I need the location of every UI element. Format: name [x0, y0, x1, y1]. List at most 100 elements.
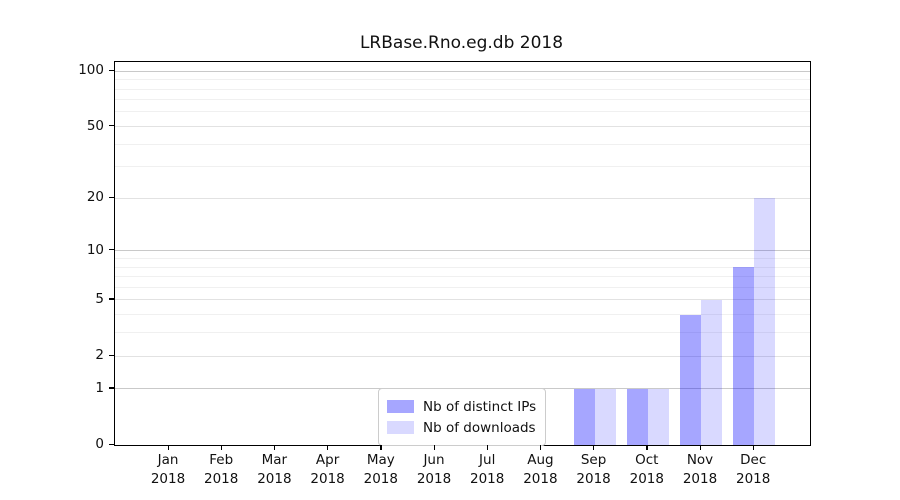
legend: Nb of distinct IPs Nb of downloads — [378, 388, 546, 446]
xtick-label-apr: Apr 2018 — [288, 451, 368, 489]
legend-swatch-distinct-ips — [387, 400, 414, 413]
xtick-label-feb: Feb 2018 — [181, 451, 261, 489]
ytick-mark-2 — [109, 354, 114, 356]
xtick-month: Apr — [315, 452, 340, 468]
xtick-month: Jul — [479, 452, 496, 468]
legend-entry-distinct-ips: Nb of distinct IPs — [387, 396, 537, 417]
gridline-y-7 — [115, 276, 810, 277]
xtick-month: Aug — [527, 452, 554, 468]
xtick-label-jan: Jan 2018 — [128, 451, 208, 489]
legend-swatch-downloads — [387, 421, 414, 434]
xtick-year: 2018 — [470, 471, 505, 487]
gridline-y-40 — [115, 143, 810, 145]
ytick-mark-10 — [109, 249, 114, 251]
xtick-year: 2018 — [629, 471, 664, 487]
xtick-year: 2018 — [682, 471, 718, 487]
xtick-mark-aug — [539, 445, 542, 450]
xtick-label-mar: Mar 2018 — [234, 451, 314, 489]
xtick-label-aug: Aug 2018 — [500, 451, 580, 489]
xtick-mark-may — [380, 445, 382, 450]
xtick-month: Mar — [261, 452, 288, 468]
xtick-month: Jan — [157, 452, 179, 468]
ytick-mark-20 — [109, 196, 114, 199]
gridline-y-6 — [115, 286, 810, 288]
xtick-label-nov: Nov 2018 — [660, 451, 740, 489]
ytick-label-0: 0 — [95, 436, 104, 452]
legend-label-downloads: Nb of downloads — [423, 419, 536, 436]
ytick-mark-5 — [109, 298, 114, 300]
xtick-year: 2018 — [523, 471, 558, 487]
bar-distinct-ips-nov — [680, 314, 701, 445]
gridline-y-4 — [115, 314, 810, 316]
ytick-mark-1 — [109, 387, 114, 389]
xtick-mark-dec — [752, 445, 754, 450]
xtick-mark-apr — [327, 445, 329, 450]
xtick-mark-jun — [433, 445, 435, 450]
ytick-label-1: 1 — [95, 379, 104, 396]
ytick-mark-50 — [109, 125, 114, 127]
gridline-y-70 — [115, 99, 810, 101]
plot-area: Nb of distinct IPs Nb of downloads — [114, 61, 811, 446]
xtick-year: 2018 — [416, 471, 452, 487]
ytick-label-2: 2 — [95, 347, 104, 363]
legend-label-distinct-ips: Nb of distinct IPs — [423, 398, 537, 415]
xtick-month: Feb — [209, 452, 234, 468]
xtick-year: 2018 — [257, 471, 292, 487]
gridline-y-90 — [115, 79, 810, 80]
xtick-year: 2018 — [576, 471, 611, 487]
gridline-y-8 — [115, 266, 810, 268]
gridline-y-30 — [115, 166, 810, 168]
ytick-mark-0 — [109, 443, 114, 445]
gridline-y-20 — [115, 197, 810, 199]
xtick-mark-nov — [699, 445, 701, 450]
chart-title: LRBase.Rno.eg.db 2018 — [359, 33, 564, 53]
gridline-y-3 — [115, 332, 810, 334]
xtick-month: Dec — [740, 452, 767, 468]
ytick-label-20: 20 — [86, 189, 104, 206]
xtick-mark-jul — [486, 445, 488, 450]
xtick-label-sep: Sep 2018 — [554, 451, 634, 489]
ytick-label-100: 100 — [78, 62, 104, 79]
gridline-y-10 — [115, 250, 810, 252]
bar-downloads-sep — [594, 388, 616, 445]
xtick-year: 2018 — [150, 471, 186, 487]
xtick-mark-oct — [646, 445, 648, 450]
xtick-label-jul: Jul 2018 — [447, 451, 527, 489]
gridline-y-2 — [115, 355, 810, 357]
gridline-y-60 — [115, 111, 810, 113]
xtick-label-oct: Oct 2018 — [607, 451, 687, 489]
xtick-mark-feb — [220, 445, 222, 450]
xtick-month: Sep — [580, 452, 607, 468]
gridline-y-50 — [115, 126, 810, 127]
xtick-label-jun: Jun 2018 — [394, 451, 474, 489]
gridline-y-100 — [115, 70, 810, 72]
gridline-y-80 — [115, 88, 810, 90]
xtick-mark-sep — [593, 445, 595, 450]
xtick-year: 2018 — [204, 471, 239, 487]
bar-downloads-oct — [647, 388, 669, 445]
xtick-mark-jan — [167, 445, 169, 450]
bar-downloads-dec — [754, 198, 776, 445]
bar-downloads-nov — [701, 299, 722, 445]
legend-entry-downloads: Nb of downloads — [387, 417, 536, 438]
xtick-year: 2018 — [736, 471, 771, 487]
xtick-month: May — [366, 452, 395, 468]
xtick-label-dec: Dec 2018 — [713, 451, 793, 489]
bar-distinct-ips-dec — [733, 267, 755, 445]
bar-distinct-ips-oct — [626, 388, 648, 445]
xtick-month: Oct — [635, 452, 659, 468]
xtick-year: 2018 — [363, 471, 398, 487]
xtick-month: Nov — [686, 452, 714, 468]
bar-distinct-ips-sep — [573, 388, 595, 445]
ytick-label-5: 5 — [95, 290, 104, 307]
xtick-label-may: May 2018 — [341, 451, 421, 489]
gridline-y-5 — [115, 299, 810, 301]
xtick-year: 2018 — [310, 471, 345, 487]
ytick-mark-100 — [109, 69, 114, 71]
xtick-mark-mar — [273, 445, 276, 450]
gridline-y-9 — [115, 258, 810, 259]
ytick-label-50: 50 — [86, 117, 104, 134]
ytick-label-10: 10 — [86, 241, 104, 258]
xtick-month: Jun — [423, 452, 445, 468]
